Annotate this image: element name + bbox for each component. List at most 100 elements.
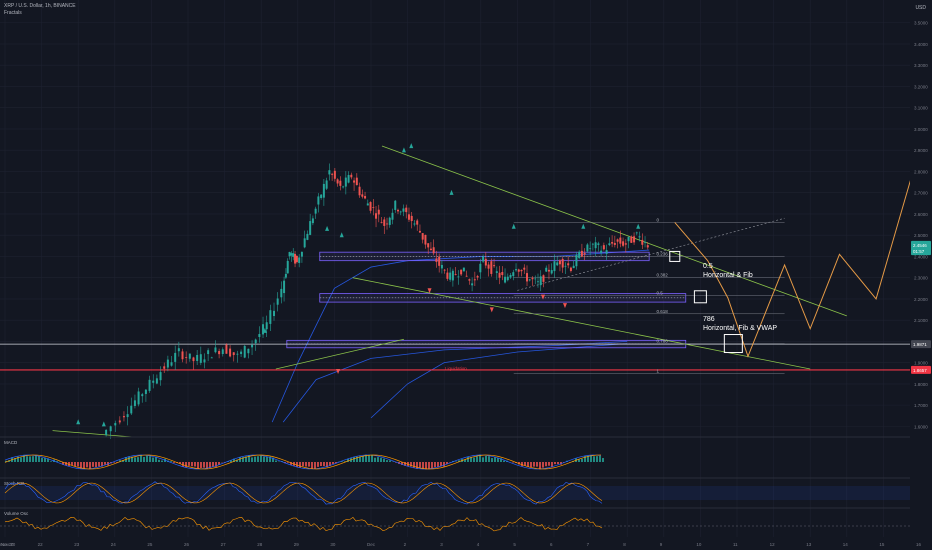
macd-bar [239, 457, 241, 462]
candle-body [380, 222, 383, 224]
macd-bar [83, 462, 85, 469]
indicator-label[interactable]: Fractals [4, 10, 22, 16]
fib-label: 0.618 [656, 309, 668, 314]
stoch-d [4, 482, 603, 504]
candlesticks [105, 163, 649, 439]
macd-bar [137, 457, 139, 462]
candle-body [118, 420, 121, 423]
price-tick-label: 1.9000 [914, 361, 928, 366]
candle-body [547, 269, 550, 272]
macd-bar [35, 455, 37, 462]
macd-bar [101, 462, 103, 467]
candle-body [427, 243, 430, 248]
time-tick-label: 5 [513, 542, 516, 547]
candle-body [479, 263, 482, 273]
candle-body [358, 186, 361, 196]
candle-body [386, 223, 389, 225]
macd-bar [128, 456, 130, 462]
macd-signal [4, 454, 602, 470]
macd-bar [332, 462, 334, 464]
candle-body [328, 170, 331, 175]
candle-body [294, 253, 297, 264]
time-tick-label: 22 [38, 542, 44, 547]
macd-bar [68, 462, 70, 467]
candle-body [583, 253, 586, 255]
fib-label: 0.5 [656, 291, 663, 296]
trend-line [352, 277, 811, 370]
candle-body [306, 233, 309, 240]
panel-title: MACD [4, 440, 18, 445]
macd-bar [260, 455, 262, 462]
support-zones [286, 251, 687, 349]
macd-bar [305, 462, 307, 467]
macd-bar [233, 458, 235, 462]
macd-bar [521, 462, 523, 467]
macd-bar [14, 458, 16, 462]
price-tick-label: 3.0000 [914, 127, 928, 132]
candle-body [476, 276, 479, 278]
candle-body [144, 389, 147, 394]
macd-bar [386, 460, 388, 462]
candle-body [388, 217, 391, 225]
price-label-bg [911, 240, 931, 249]
candle-body [440, 264, 443, 269]
candle-body [589, 248, 592, 250]
time-tick-label: 14 [843, 542, 849, 547]
candle-body [410, 215, 413, 222]
time-tick-label: 16 [916, 542, 922, 547]
macd-bar [356, 456, 358, 462]
price-label-bg [911, 340, 931, 349]
time-axis[interactable]: Nov 20 22 23 24 25 26 27 28 29 30 Dec 2 3 4 5 6 7 8 9 10 11 1… [0, 537, 932, 550]
macd-bar [314, 462, 316, 469]
candle-body [435, 258, 438, 262]
candle-body [109, 426, 112, 432]
candle-body [240, 351, 243, 354]
candle-body [512, 272, 515, 277]
macd-bar [119, 460, 121, 462]
fib-label: 0.786 [656, 339, 668, 344]
macd-bar [161, 460, 163, 462]
macd-bar [464, 459, 466, 462]
candle-body [207, 350, 210, 355]
fractal-down-marker [541, 294, 546, 300]
candle-body [377, 209, 380, 215]
macd-bar [17, 456, 19, 462]
macd-bar [47, 458, 49, 462]
macd-bar [74, 462, 76, 467]
candle-body [236, 353, 239, 355]
candle-body [438, 256, 441, 266]
target-box [723, 334, 743, 354]
time-tick-label: 8 [623, 542, 626, 547]
macd-bar [371, 454, 373, 462]
time-tick-label: Nov 20 [1, 542, 16, 547]
macd-bar [92, 462, 94, 467]
macd-bar [473, 457, 475, 462]
vwap-line [370, 343, 628, 419]
candle-body [353, 180, 356, 183]
macd-bar [326, 462, 328, 468]
target-box [693, 290, 707, 304]
price-axis[interactable]: 3.5000 3.4000 3.3000 3.2000 3.1000 3.0000 2.90… [910, 0, 932, 550]
candle-body [619, 237, 622, 244]
fractal-up-marker [339, 232, 344, 238]
candle-body [344, 177, 347, 187]
macd-bar [578, 459, 580, 462]
macd-bar [359, 456, 361, 462]
candle-body [292, 253, 295, 257]
candle-body [490, 261, 493, 274]
macd-bar [479, 454, 481, 462]
time-tick-label: 30 [330, 542, 336, 547]
fractal-up-marker [449, 189, 454, 195]
candle-body [199, 354, 202, 363]
candle-body [369, 202, 372, 211]
candle-body [506, 276, 509, 281]
candle-body [405, 207, 408, 213]
annotation-fib-05-sub: Horizontal & Fib [703, 272, 753, 279]
candle-body [416, 220, 419, 225]
macd-bar [488, 456, 490, 462]
macd-bar [65, 462, 67, 466]
candle-body [449, 272, 452, 280]
candle-body [578, 251, 581, 258]
symbol-title[interactable]: XRP / U.S. Dollar, 1h, BINANCE [4, 3, 76, 9]
